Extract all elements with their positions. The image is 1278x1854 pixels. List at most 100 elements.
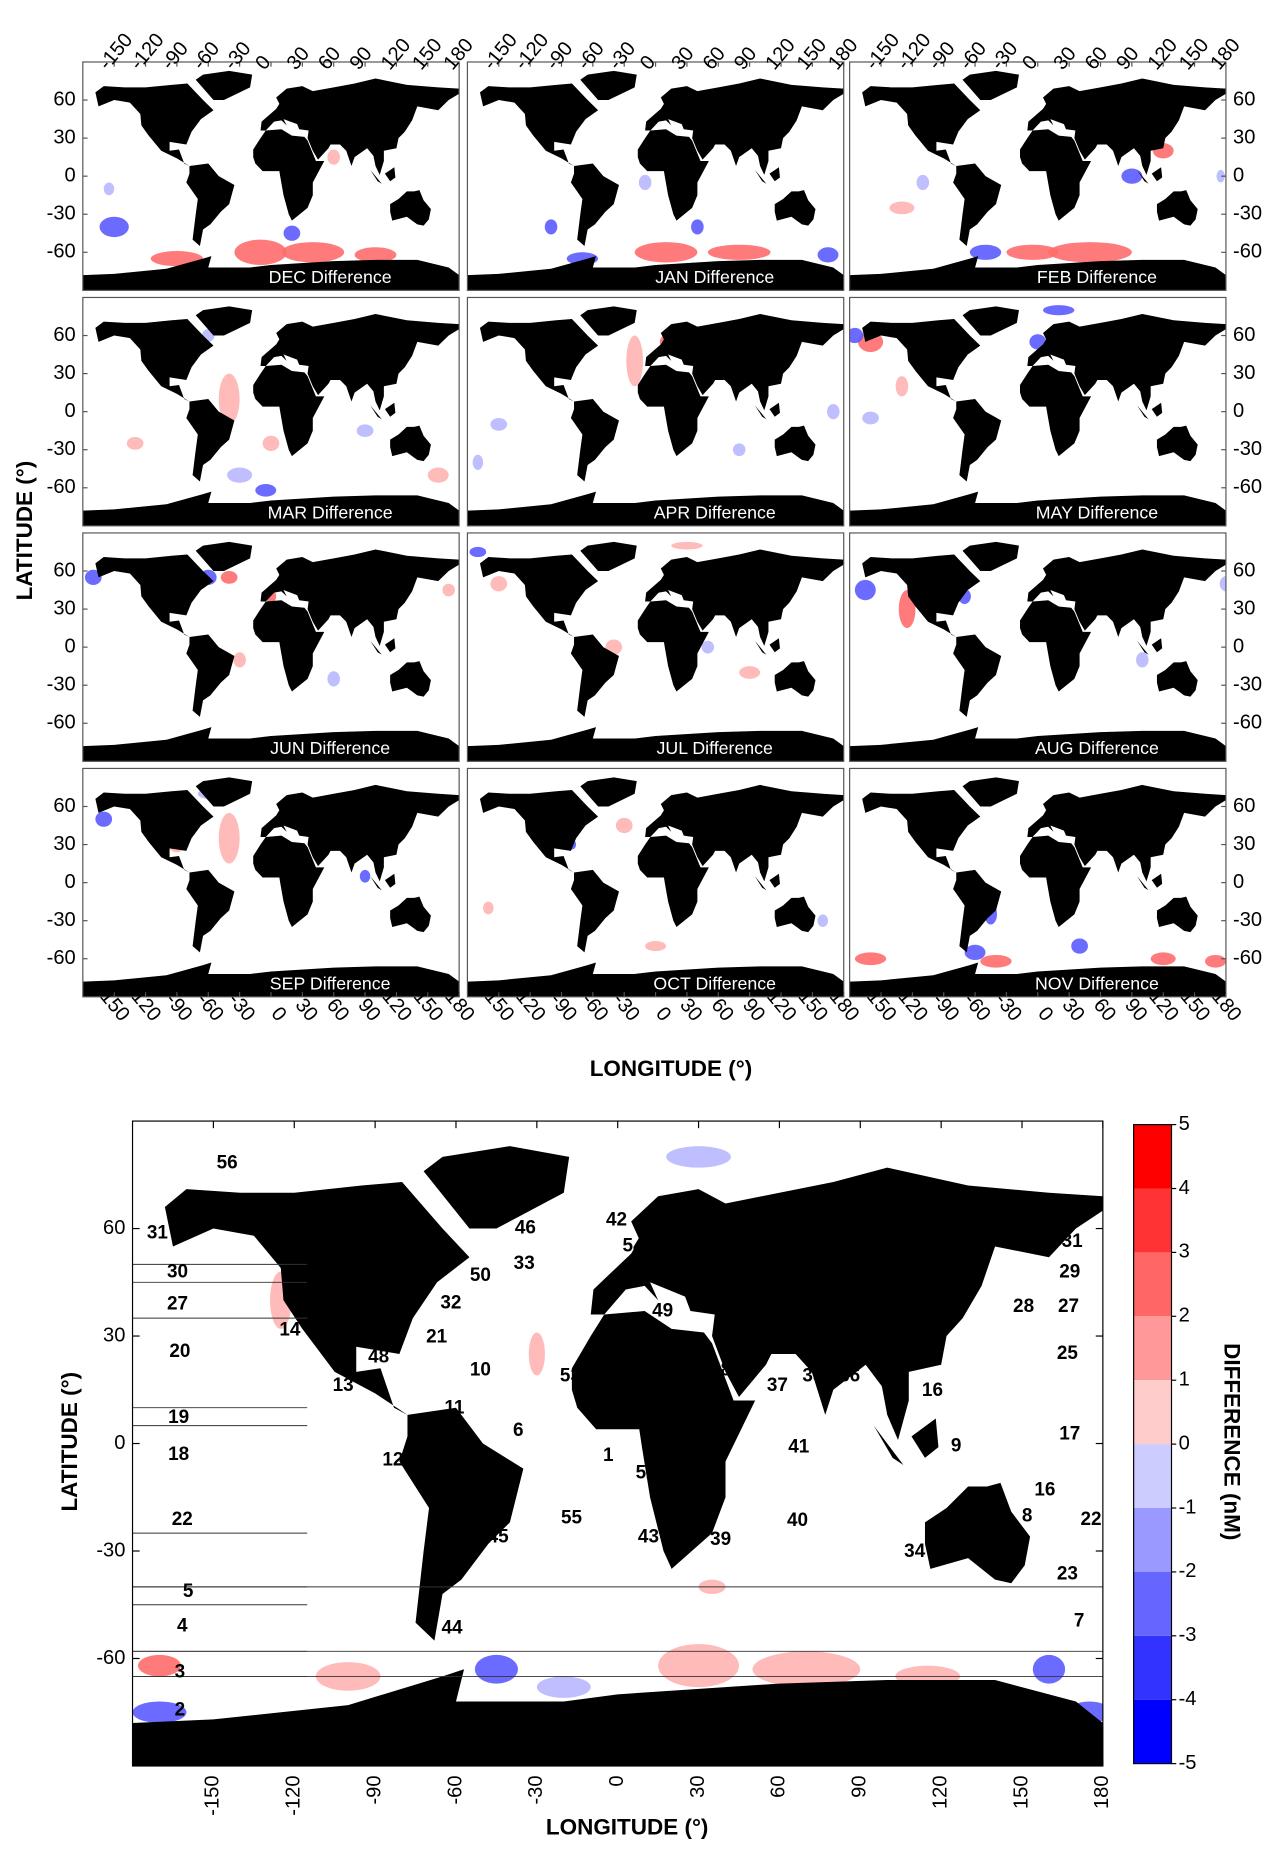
map-layer: [849, 768, 1226, 997]
anomaly: [634, 242, 698, 263]
region-label: 33: [514, 1253, 535, 1274]
anomaly: [103, 182, 115, 196]
region-label: 30: [167, 1262, 188, 1283]
region-label: 16: [1034, 1479, 1055, 1500]
land: [82, 70, 460, 291]
anomaly: [218, 373, 240, 425]
map: AUG Difference: [849, 532, 1227, 762]
region-label: 56: [217, 1153, 238, 1174]
region-label: 27: [1058, 1296, 1079, 1317]
panel-title: NOV Difference: [1035, 974, 1159, 994]
anomaly: [234, 239, 287, 265]
y-tick-label: -30: [47, 909, 76, 931]
anomaly: [1032, 1654, 1066, 1684]
x-tick-label: -150: [202, 1775, 224, 1815]
y-tick-label: 0: [114, 1432, 125, 1454]
map-layer: [849, 61, 1226, 291]
land: [849, 541, 1226, 762]
anomaly: [1150, 952, 1176, 966]
region-label: 28: [1013, 1296, 1034, 1317]
region-label: 18: [168, 1444, 189, 1465]
x-tick-label: 60: [768, 1775, 790, 1797]
frame: [466, 296, 845, 527]
y-tick-label: -60: [1233, 476, 1262, 498]
anomaly: [132, 1701, 187, 1723]
colorbar-tick-label: 1: [1179, 1369, 1190, 1391]
anomaly: [427, 467, 449, 483]
anomaly: [327, 149, 340, 165]
x-axis-label: LONGITUDE (°): [546, 1815, 709, 1840]
region-label: 52: [636, 1463, 657, 1484]
y-tick-label: -60: [47, 712, 76, 734]
map: OCT Difference: [466, 767, 845, 998]
y-tick-label: 60: [1233, 88, 1255, 110]
map: MAR Difference: [82, 296, 460, 527]
anomaly: [739, 666, 761, 679]
anomaly: [895, 376, 909, 397]
anomaly: [817, 914, 829, 928]
colorbar-tick-label: -5: [1179, 1752, 1197, 1774]
y-tick-label: -30: [1233, 438, 1262, 460]
map: JUL Difference: [466, 532, 845, 762]
panel-title: MAY Difference: [1036, 503, 1158, 523]
region-label: 29: [1059, 1262, 1080, 1283]
region-label: 10: [470, 1360, 491, 1381]
region-label: 16: [922, 1380, 943, 1401]
x-tick-label: 30: [675, 994, 706, 1025]
y-tick-label: -30: [1233, 674, 1262, 696]
colorbar-bin: [1133, 1380, 1172, 1445]
y-axis-label: LATITUDE (°): [57, 1372, 82, 1512]
x-tick-label: 60: [322, 994, 353, 1025]
anomaly: [442, 583, 455, 597]
land: [132, 1146, 1103, 1766]
colorbar-tick-label: -1: [1179, 1496, 1197, 1518]
anomaly: [638, 174, 652, 191]
anomaly: [95, 811, 113, 827]
region-label: 58: [710, 1360, 731, 1381]
y-axis-label: LATITUDE (°): [12, 461, 37, 601]
y-tick-label: 30: [53, 597, 75, 619]
y-tick-label: -30: [47, 203, 76, 225]
region-label: 37: [767, 1375, 788, 1396]
x-tick-label: 150: [1010, 1775, 1032, 1809]
map: APR Difference: [466, 296, 845, 527]
y-tick-label: 30: [53, 362, 75, 384]
x-tick-label: 60: [1089, 994, 1120, 1025]
region-label: 39: [710, 1529, 731, 1550]
colorbar-bin: [1133, 1252, 1172, 1317]
y-tick-label: 0: [65, 400, 76, 422]
colorbar-tick-label: -3: [1179, 1624, 1197, 1646]
anomaly: [220, 571, 238, 584]
y-tick-label: -30: [1233, 203, 1262, 225]
anomaly: [854, 579, 876, 601]
x-tick-label: 30: [291, 994, 322, 1025]
region-label: 49: [652, 1301, 673, 1322]
anomaly: [752, 1651, 861, 1688]
colorbar-bin: [1133, 1699, 1172, 1764]
map-layer: [82, 532, 460, 762]
x-tick-label: -30: [525, 1775, 547, 1804]
y-tick-label: 30: [1233, 126, 1255, 148]
region-label: 45: [488, 1527, 509, 1548]
y-tick-label: 0: [1233, 164, 1244, 186]
anomaly: [1216, 169, 1225, 183]
anomaly: [356, 424, 374, 438]
y-tick-label: -60: [1233, 947, 1262, 969]
region-label: 12: [382, 1450, 403, 1471]
region-label: 6: [513, 1420, 524, 1441]
y-tick-label: 60: [53, 795, 75, 817]
panel-title: JUN Difference: [270, 738, 390, 758]
y-tick-label: 0: [1233, 635, 1244, 657]
colorbar-tick-label: 2: [1179, 1305, 1190, 1327]
land: [82, 306, 460, 526]
colorbar-bin: [1133, 1444, 1172, 1509]
y-tick-label: 30: [1233, 833, 1255, 855]
x-tick-label: -60: [444, 1775, 466, 1804]
y-tick-label: -60: [1233, 241, 1262, 263]
x-tick-label: 180: [1091, 1775, 1113, 1809]
map-layer: [849, 532, 1226, 762]
anomaly: [666, 1146, 731, 1168]
region-label: 48: [368, 1347, 389, 1368]
anomaly: [889, 201, 915, 215]
anomaly: [691, 219, 704, 235]
